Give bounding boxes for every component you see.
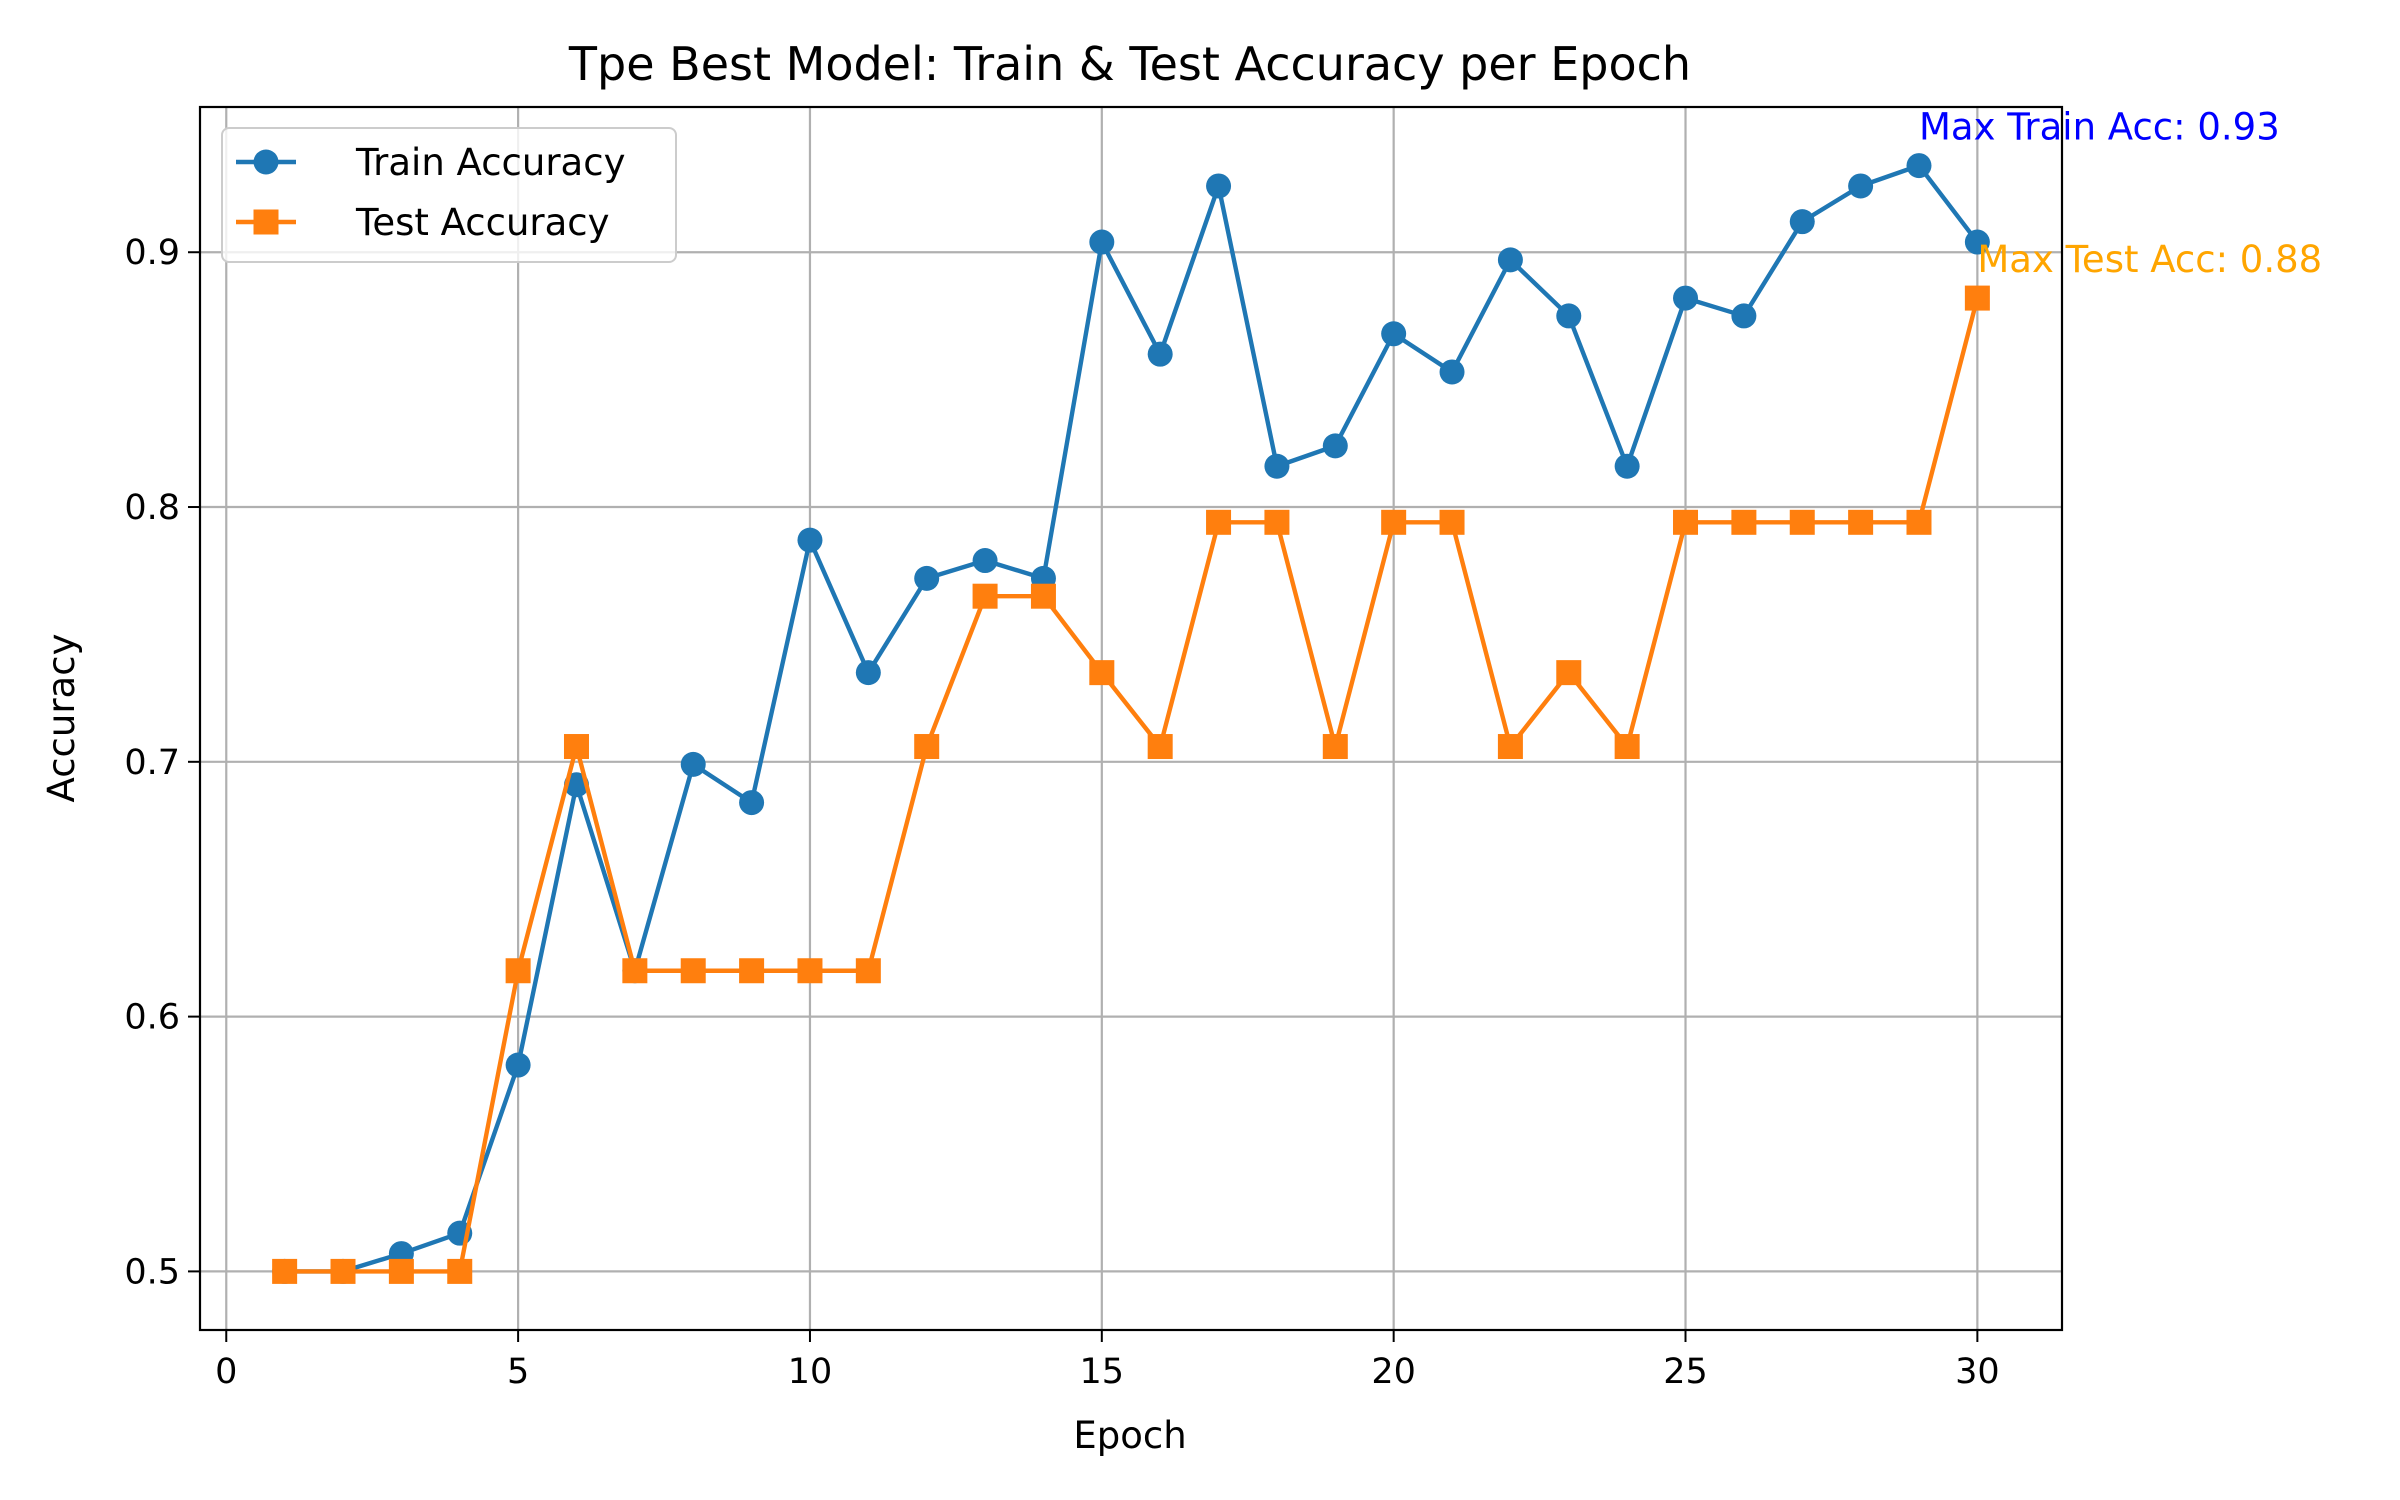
y-tick-label: 0.5 [124, 1252, 180, 1292]
max-accuracy-annotation: Max Test Acc: 0.88 [1977, 238, 2322, 281]
test-accuracy-point [1381, 509, 1407, 535]
y-tick-label: 0.8 [124, 488, 180, 528]
train-accuracy-point [1381, 321, 1407, 347]
test-accuracy-point [855, 958, 881, 984]
train-accuracy-point [1848, 173, 1874, 199]
x-tick-label: 5 [507, 1352, 529, 1392]
train-accuracy-point [1673, 285, 1699, 311]
test-accuracy-point [1848, 509, 1874, 535]
chart-title: Tpe Best Model: Train & Test Accuracy pe… [568, 37, 1691, 91]
train-accuracy-point [1731, 303, 1757, 329]
y-tick-label: 0.7 [124, 743, 180, 783]
train-accuracy-point [1147, 341, 1173, 367]
train-accuracy-point [1264, 453, 1290, 479]
train-accuracy-legend-label: Train Accuracy [355, 141, 625, 184]
y-axis-label: Accuracy [40, 634, 83, 803]
train-accuracy-point [1614, 453, 1640, 479]
test-accuracy-point [505, 958, 531, 984]
train-accuracy-point [739, 790, 765, 816]
train-accuracy-point [1906, 153, 1932, 179]
max-accuracy-annotation: Max Train Acc: 0.93 [1919, 106, 2280, 149]
x-tick-label: 25 [1663, 1352, 1708, 1392]
train-accuracy-point [1089, 229, 1115, 255]
test-accuracy-point [1439, 509, 1465, 535]
x-tick-label: 30 [1955, 1352, 2000, 1392]
train-accuracy-point [914, 565, 940, 591]
legend-box [221, 127, 677, 263]
train-accuracy-point [1206, 173, 1232, 199]
x-tick-label: 15 [1080, 1352, 1125, 1392]
annotation-layer: Max Train Acc: 0.93 Max Test Acc: 0.88 [1919, 106, 2322, 281]
test-accuracy-point [797, 958, 823, 984]
plot-frame [198, 105, 2064, 1332]
y-tick-label: 0.9 [124, 233, 180, 273]
test-accuracy-point [1030, 583, 1056, 609]
test-accuracy-point [1789, 509, 1815, 535]
ticks-layer: 0 5 10 15 20 25 30 0.5 0.6 0.7 0.8 0.9 [124, 233, 1999, 1392]
test-accuracy-point [1906, 509, 1932, 535]
test-accuracy-point [1206, 509, 1232, 535]
test-accuracy-point [447, 1258, 473, 1284]
test-accuracy-point [272, 1258, 298, 1284]
x-tick-label: 0 [215, 1352, 237, 1392]
test-accuracy-point [1964, 285, 1990, 311]
train-accuracy-point [1497, 247, 1523, 273]
train-accuracy-point [797, 527, 823, 553]
test-accuracy-point [1614, 734, 1640, 760]
legend: Train Accuracy Test Accuracy [221, 127, 677, 263]
test-accuracy-point [1147, 734, 1173, 760]
test-accuracy-point [1322, 734, 1348, 760]
test-accuracy-point [563, 734, 589, 760]
x-axis-label: Epoch [1073, 1414, 1186, 1457]
test-accuracy-legend-marker [253, 209, 279, 235]
test-accuracy-point [680, 958, 706, 984]
test-accuracy-point [1673, 509, 1699, 535]
train-accuracy-point [1322, 433, 1348, 459]
train-accuracy-legend-marker [253, 149, 279, 175]
test-accuracy-point [1264, 509, 1290, 535]
test-accuracy-point [622, 958, 648, 984]
test-accuracy-point [1556, 660, 1582, 686]
test-accuracy-point [914, 734, 940, 760]
test-accuracy-point [739, 958, 765, 984]
test-accuracy-point [1731, 509, 1757, 535]
test-accuracy-point [1497, 734, 1523, 760]
series-layer [272, 153, 1990, 1284]
train-accuracy-point [1556, 303, 1582, 329]
train-accuracy-point [1964, 229, 1990, 255]
train-accuracy-point [505, 1052, 531, 1078]
train-accuracy-point [1439, 359, 1465, 385]
test-accuracy-point [388, 1258, 414, 1284]
x-tick-label: 10 [788, 1352, 833, 1392]
train-accuracy-point [1789, 209, 1815, 235]
test-accuracy-legend-label: Test Accuracy [355, 201, 610, 244]
x-tick-label: 20 [1371, 1352, 1416, 1392]
test-accuracy-point [1089, 660, 1115, 686]
train-accuracy-point [972, 548, 998, 574]
train-accuracy-point [855, 660, 881, 686]
test-accuracy-point [330, 1258, 356, 1284]
test-accuracy-point [972, 583, 998, 609]
y-tick-label: 0.6 [124, 998, 180, 1038]
train-accuracy-point [680, 751, 706, 777]
